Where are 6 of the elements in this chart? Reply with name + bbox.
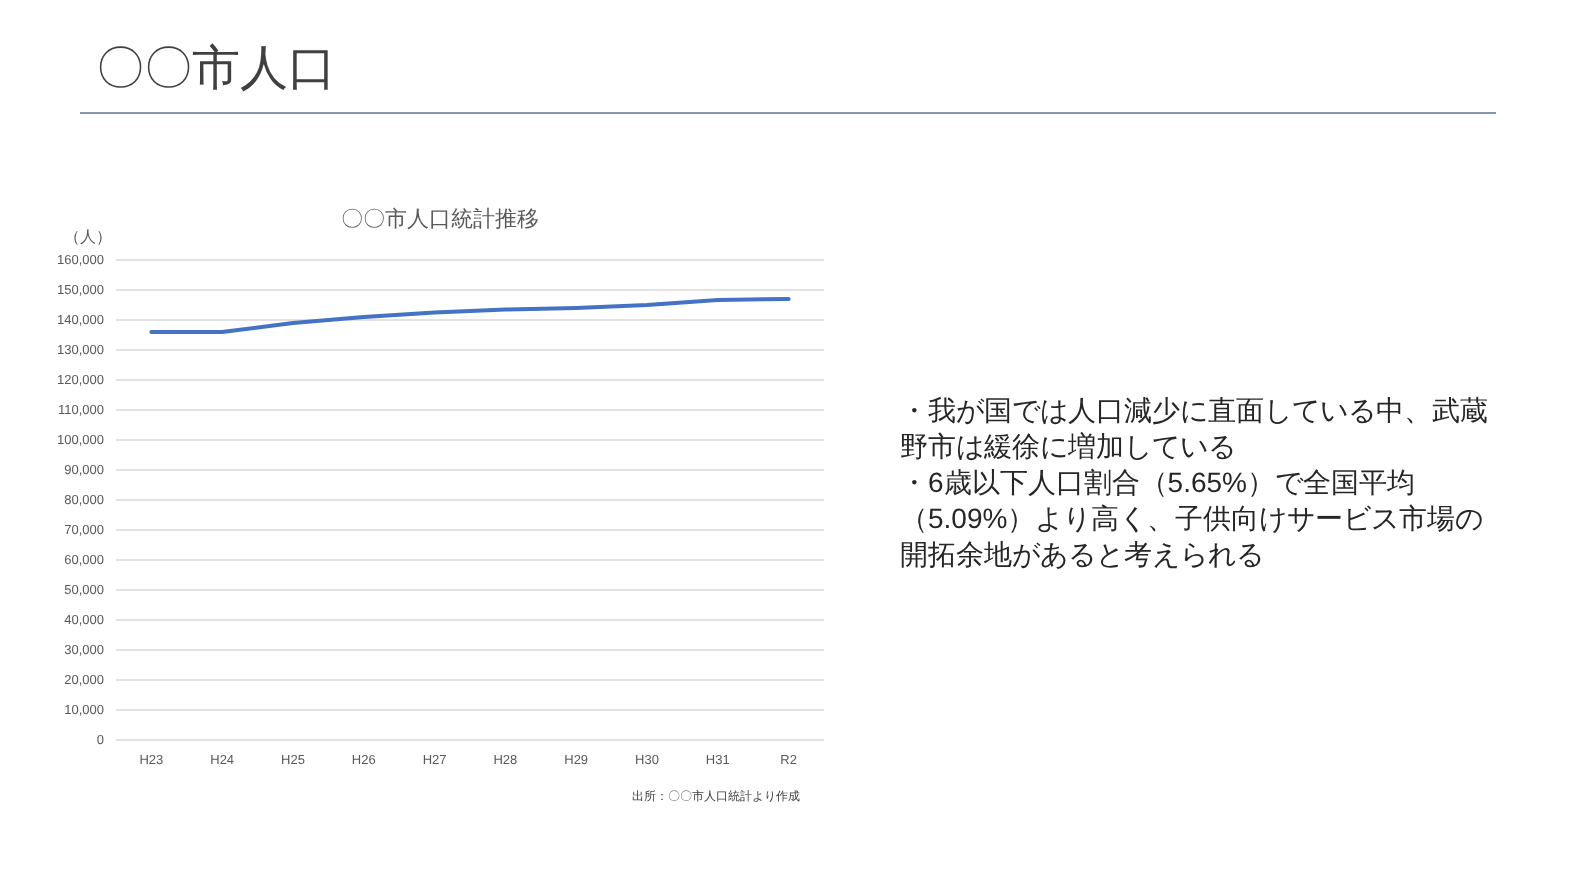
text: ・6歳以下人口割合（5.65%）で全国平均（5.09%）より高く、子供向けサービス市場の開拓余地があると考えられる — [900, 464, 1486, 572]
line-series — [149, 297, 791, 334]
y-axis-title: （人） — [64, 228, 112, 246]
text: ・我が国では人口減少に直面している中、武蔵野市は緩徐に増加している — [900, 392, 1490, 464]
text: 〇〇市人口 — [94, 40, 338, 100]
chart-title: 〇〇市人口統計推移 — [341, 206, 539, 232]
